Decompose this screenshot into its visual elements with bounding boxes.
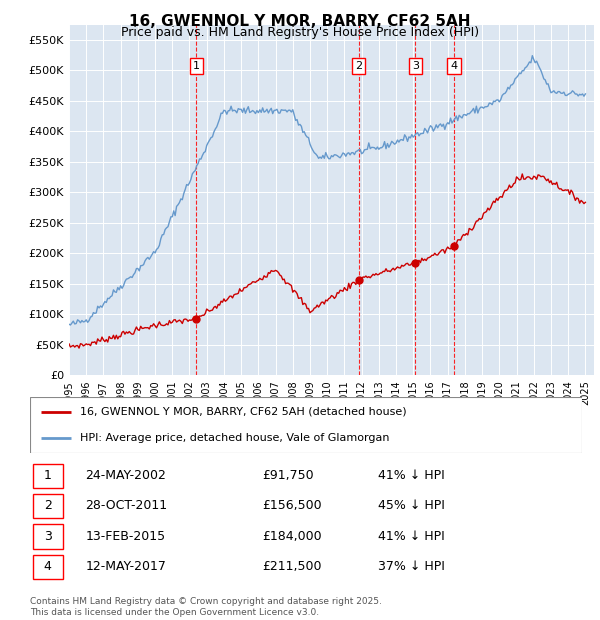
FancyBboxPatch shape <box>33 494 63 518</box>
FancyBboxPatch shape <box>33 555 63 579</box>
Text: £211,500: £211,500 <box>262 560 322 573</box>
Text: Contains HM Land Registry data © Crown copyright and database right 2025.
This d: Contains HM Land Registry data © Crown c… <box>30 598 382 617</box>
FancyBboxPatch shape <box>33 525 63 549</box>
Text: 3: 3 <box>44 529 52 542</box>
Text: 1: 1 <box>44 469 52 482</box>
Text: Price paid vs. HM Land Registry's House Price Index (HPI): Price paid vs. HM Land Registry's House … <box>121 26 479 39</box>
Text: £156,500: £156,500 <box>262 499 322 512</box>
Text: 4: 4 <box>44 560 52 573</box>
Text: £184,000: £184,000 <box>262 529 322 542</box>
Text: 37% ↓ HPI: 37% ↓ HPI <box>378 560 445 573</box>
Text: 3: 3 <box>412 61 419 71</box>
Text: 45% ↓ HPI: 45% ↓ HPI <box>378 499 445 512</box>
Text: 1: 1 <box>193 61 200 71</box>
Text: 28-OCT-2011: 28-OCT-2011 <box>85 499 167 512</box>
Text: 41% ↓ HPI: 41% ↓ HPI <box>378 469 445 482</box>
Text: HPI: Average price, detached house, Vale of Glamorgan: HPI: Average price, detached house, Vale… <box>80 433 389 443</box>
Text: 41% ↓ HPI: 41% ↓ HPI <box>378 529 445 542</box>
Text: 2: 2 <box>355 61 362 71</box>
Text: 13-FEB-2015: 13-FEB-2015 <box>85 529 166 542</box>
Text: 16, GWENNOL Y MOR, BARRY, CF62 5AH (detached house): 16, GWENNOL Y MOR, BARRY, CF62 5AH (deta… <box>80 407 406 417</box>
Text: 4: 4 <box>451 61 458 71</box>
Text: £91,750: £91,750 <box>262 469 313 482</box>
Text: 16, GWENNOL Y MOR, BARRY, CF62 5AH: 16, GWENNOL Y MOR, BARRY, CF62 5AH <box>129 14 471 29</box>
FancyBboxPatch shape <box>30 397 582 453</box>
FancyBboxPatch shape <box>33 464 63 488</box>
Text: 2: 2 <box>44 499 52 512</box>
Text: 24-MAY-2002: 24-MAY-2002 <box>85 469 166 482</box>
Text: 12-MAY-2017: 12-MAY-2017 <box>85 560 166 573</box>
